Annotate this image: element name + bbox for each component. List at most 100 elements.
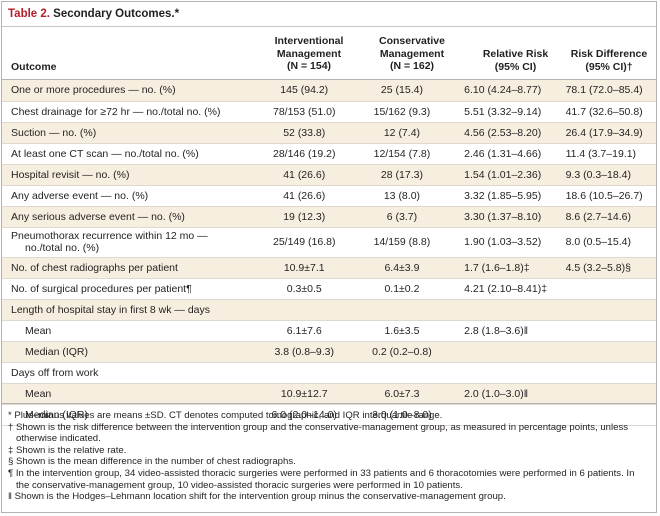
table-row: Median (IQR) 3.8 (0.8–9.3) 0.2 (0.2–0.8) <box>2 341 656 362</box>
outcome-line-1: Pneumothorax recurrence within 12 mo — <box>11 229 208 242</box>
cell-interventional: 41 (26.6) <box>253 164 355 185</box>
table-row: Pneumothorax recurrence within 12 mo — no… <box>2 227 656 257</box>
cell-outcome: Mean <box>2 383 254 404</box>
cell-interventional: 25/149 (16.8) <box>273 236 336 248</box>
cell-interventional: 6.0 (2.0–14.0) <box>271 408 337 421</box>
cell-conservative: 6 (3.7) <box>354 206 450 227</box>
table-label: Table 2. <box>8 8 50 20</box>
table-row: Any serious adverse event — no. (%) 19 (1… <box>2 206 656 227</box>
header-outcome: Outcome <box>11 61 57 73</box>
cell-conservative: 6.4±3.9 <box>354 257 450 278</box>
cell-conservative: 12 (7.4) <box>354 122 450 143</box>
cell-relative-risk: 6.10 (4.24–8.77) <box>449 80 565 101</box>
cell-conservative: 0.2 (0.2–0.8) <box>354 341 450 362</box>
cell-outcome: Median (IQR) <box>2 341 254 362</box>
cell-relative-risk: 4.21 (2.10–8.41)‡ <box>464 282 548 295</box>
cell-conservative: 0.1±0.2 <box>384 282 420 295</box>
table-row: Mean 6.1±7.6 1.6±3.5 2.8 (1.8–3.6)‖ <box>2 320 656 341</box>
cell-conservative: 6.0±7.3 <box>354 383 450 404</box>
cell-relative-risk: 4.56 (2.53–8.20) <box>449 122 565 143</box>
cell-relative-risk <box>449 341 565 362</box>
cell-outcome: Any adverse event — no. (%) <box>11 189 149 202</box>
cell-interventional: 41 (26.6) <box>283 189 326 202</box>
footnotes: * Plus–minus values are means ±SD. CT de… <box>2 403 656 503</box>
cell-relative-risk: 5.51 (3.32–9.14) <box>464 105 542 118</box>
cell-relative-risk: 1.54 (1.01–2.36) <box>449 164 565 185</box>
header-interventional: Interventional Management (N = 154) <box>274 35 344 72</box>
cell-outcome: Pneumothorax recurrence within 12 mo — no… <box>2 227 254 257</box>
cell-outcome: No. of surgical procedures per patient¶ <box>11 282 192 295</box>
cell-outcome: Any serious adverse event — no. (%) <box>2 206 254 227</box>
cell-risk-difference <box>565 278 656 299</box>
cell-interventional: 0.3±0.5 <box>286 282 322 295</box>
cell-outcome: Mean <box>25 324 52 337</box>
cell-relative-risk: 2.8 (1.8–3.6)‖ <box>464 324 529 337</box>
footnote: ‖ Shown is the Hodges–Lehmann location s… <box>8 491 506 503</box>
table-header: Outcome Interventional Management (N = 1… <box>2 28 656 80</box>
table-row: Suction — no. (%) 52 (33.8) 12 (7.4) 4.56 (… <box>2 122 656 143</box>
footnote: ¶ In the intervention group, 34 video-as… <box>8 467 635 491</box>
cell-risk-difference: 8.6 (2.7–14.6) <box>564 206 656 227</box>
cell-risk-difference: 18.6 (10.5–26.7) <box>565 189 643 202</box>
table-row: Chest drainage for ≥72 hr — no./total no… <box>2 101 656 122</box>
cell-risk-difference <box>564 341 656 362</box>
cell-conservative: 12/154 (7.8) <box>373 147 431 160</box>
cell-interventional: 28/146 (19.2) <box>273 147 336 160</box>
cell-relative-risk: 3.32 (1.85–5.95) <box>464 189 542 202</box>
table-row: Median (IQR) 6.0 (2.0–14.0) 3.0 (1.0–8.0) <box>2 404 656 425</box>
cell-conservative <box>354 299 450 320</box>
table-row: Length of hospital stay in first 8 wk — … <box>2 299 656 320</box>
cell-relative-risk: 1.90 (1.03–3.52) <box>464 236 542 248</box>
cell-risk-difference <box>564 383 656 404</box>
header-relative-risk: Relative Risk (95% CI) <box>482 48 549 73</box>
table-caption: Secondary Outcomes.* <box>53 8 180 20</box>
cell-risk-difference: 9.3 (0.3–18.4) <box>564 164 656 185</box>
cell-risk-difference: 26.4 (17.9–34.9) <box>564 122 656 143</box>
cell-conservative: 25 (15.4) <box>354 80 450 101</box>
cell-interventional: 145 (94.2) <box>253 80 355 101</box>
cell-interventional: 6.1±7.6 <box>286 324 322 337</box>
table-row: Any adverse event — no. (%) 41 (26.6) 13 (… <box>2 185 656 206</box>
cell-outcome: Hospital revisit — no. (%) <box>2 164 254 185</box>
cell-risk-difference: 8.0 (0.5–15.4) <box>565 236 631 248</box>
cell-interventional <box>254 362 355 383</box>
cell-interventional: 10.9±12.7 <box>253 383 355 404</box>
cell-outcome: No. of chest radiographs per patient <box>2 257 254 278</box>
cell-outcome: Days off from work <box>11 366 99 379</box>
table-body: One or more procedures — no. (%) 145 (94.… <box>2 80 656 425</box>
cell-outcome: Chest drainage for ≥72 hr — no./total no… <box>11 105 221 118</box>
cell-interventional: 19 (12.3) <box>253 206 355 227</box>
table-title: Table 2. Secondary Outcomes.* <box>2 2 656 27</box>
footnote: § Shown is the mean difference in the nu… <box>8 456 296 468</box>
table-row: Mean 10.9±12.7 6.0±7.3 2.0 (1.0–3.0)‖ <box>2 383 656 404</box>
cell-outcome: Median (IQR) <box>25 408 89 421</box>
table-row: Days off from work <box>2 362 656 383</box>
table-row: Hospital revisit — no. (%) 41 (26.6) 28 (1… <box>2 164 656 185</box>
cell-conservative: 13 (8.0) <box>383 189 421 202</box>
cell-relative-risk: 1.7 (1.6–1.8)‡ <box>449 257 565 278</box>
table-row: No. of surgical procedures per patient¶ 0… <box>2 278 656 299</box>
table-row: At least one CT scan — no./total no. (%)… <box>2 143 656 164</box>
cell-conservative: 1.6±3.5 <box>384 324 420 337</box>
header-risk-difference: Risk Difference (95% CI)† <box>570 48 648 73</box>
cell-interventional: 3.8 (0.8–9.3) <box>253 341 355 362</box>
cell-relative-risk: 2.0 (1.0–3.0)‖ <box>449 383 565 404</box>
table-row: No. of chest radiographs per patient 10.9… <box>2 257 656 278</box>
table-row: One or more procedures — no. (%) 145 (94.… <box>2 80 656 101</box>
cell-relative-risk: 2.46 (1.31–4.66) <box>464 147 542 160</box>
footnote: † Shown is the risk difference between t… <box>8 421 629 445</box>
outcome-line-2: no./total no. (%) <box>25 242 100 254</box>
footnote: ‡ Shown is the relative rate. <box>8 444 127 456</box>
cell-conservative <box>355 362 449 383</box>
cell-risk-difference: 11.4 (3.7–19.1) <box>565 147 637 160</box>
cell-interventional <box>253 299 355 320</box>
cell-outcome: Suction — no. (%) <box>2 122 254 143</box>
cell-outcome: Length of hospital stay in first 8 wk — … <box>2 299 254 320</box>
cell-outcome: One or more procedures — no. (%) <box>2 80 254 101</box>
outcomes-table: One or more procedures — no. (%) 145 (94.… <box>2 80 656 426</box>
cell-interventional: 52 (33.8) <box>253 122 355 143</box>
cell-conservative: 14/159 (8.8) <box>373 236 431 248</box>
cell-relative-risk <box>449 299 565 320</box>
footnote: * Plus–minus values are means ±SD. CT de… <box>8 410 443 421</box>
